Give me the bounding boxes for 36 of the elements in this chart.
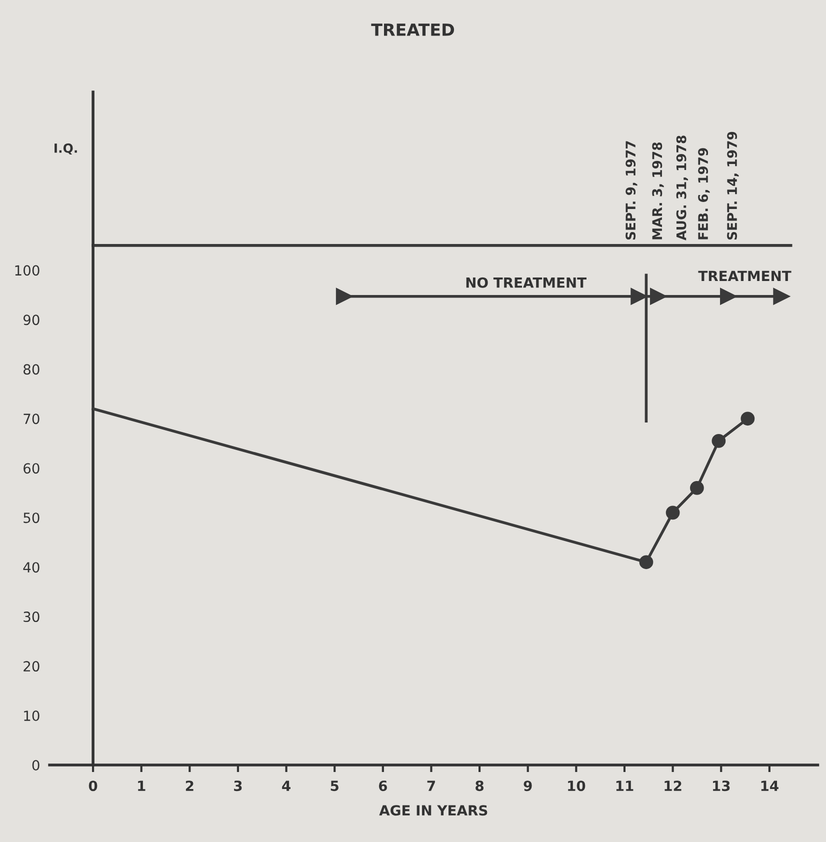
y-tick-label: 60 [24, 463, 40, 474]
annotation: SEPT. 9, 1977 [626, 141, 638, 240]
x-tick-label: 13 [713, 780, 730, 792]
y-tick-label: 50 [24, 512, 40, 524]
y-axis-title: I.Q. [54, 143, 77, 155]
x-tick-label: 5 [330, 780, 338, 792]
y-tick-label: 40 [23, 562, 40, 573]
x-tick-label: 0 [88, 780, 98, 792]
x-tick-label: 6 [378, 780, 388, 792]
annotation: TREATMENT [698, 270, 792, 281]
x-tick-label: 14 [761, 780, 778, 791]
x-tick-label: 9 [524, 780, 532, 792]
annotation: SEPT. 14, 1979 [727, 132, 739, 240]
x-tick-label: 1 [138, 780, 146, 791]
x-axis-title: AGE IN YEARS [379, 805, 488, 816]
chart-title: TREATED [371, 24, 454, 36]
y-tick-label: 80 [24, 364, 40, 375]
x-tick-label: 12 [664, 780, 682, 791]
annotation: NO TREATMENT [466, 277, 586, 288]
annotation: FEB. 6, 1979 [698, 148, 710, 240]
x-tick-label: 3 [234, 780, 242, 792]
x-tick-label: 8 [476, 780, 484, 792]
y-tick-label: 100 [15, 265, 40, 276]
x-tick-label: 4 [282, 780, 290, 791]
y-tick-label: 10 [24, 710, 40, 722]
x-tick-label: 2 [186, 780, 194, 791]
x-tick-label: 10 [568, 780, 586, 792]
annotation: MAR. 3, 1978 [652, 142, 664, 240]
x-tick-label: 11 [616, 780, 634, 791]
y-tick-label: 0 [32, 760, 40, 771]
y-tick-label: 70 [24, 414, 40, 424]
y-tick-label: 30 [24, 612, 40, 622]
y-tick-label: 20 [24, 661, 40, 672]
annotation: AUG. 31, 1978 [676, 136, 688, 240]
x-tick-label: 7 [427, 780, 435, 791]
y-tick-label: 90 [23, 314, 40, 326]
